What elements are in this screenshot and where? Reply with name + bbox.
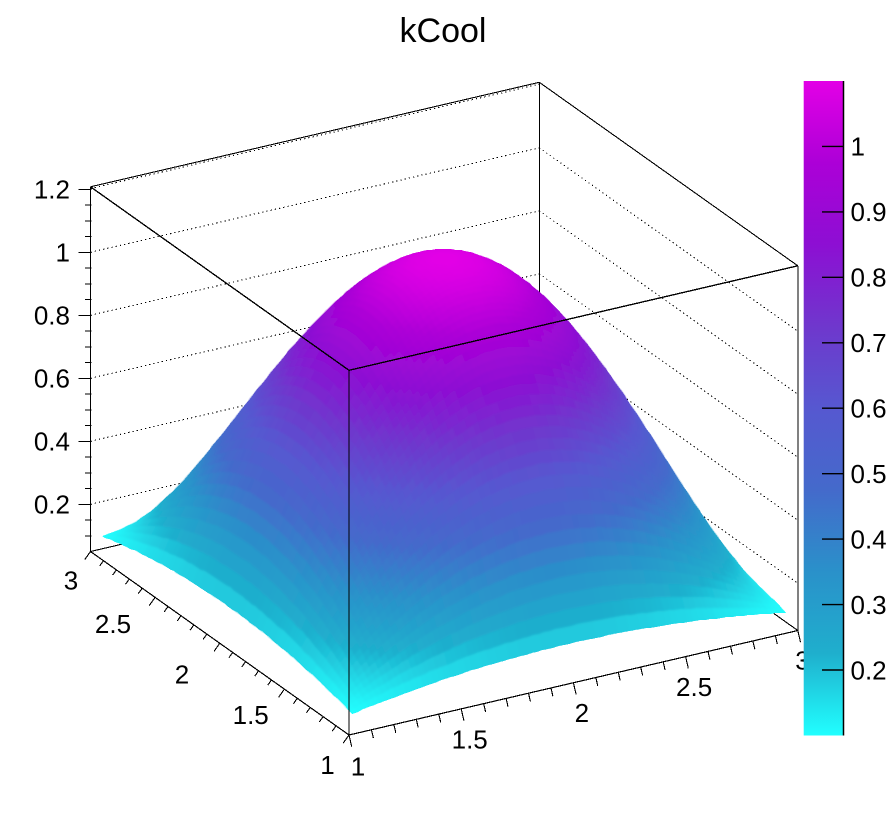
svg-text:2: 2 <box>575 698 589 728</box>
svg-text:1: 1 <box>56 238 70 268</box>
svg-text:0.6: 0.6 <box>851 394 887 424</box>
svg-text:0.8: 0.8 <box>851 263 887 293</box>
svg-text:2.5: 2.5 <box>95 609 131 639</box>
svg-text:0.3: 0.3 <box>851 590 887 620</box>
svg-text:0.4: 0.4 <box>851 524 887 554</box>
svg-text:3: 3 <box>64 565 78 595</box>
svg-text:1.5: 1.5 <box>233 700 269 730</box>
svg-text:2: 2 <box>175 659 189 689</box>
svg-text:1.2: 1.2 <box>34 175 70 205</box>
svg-text:0.4: 0.4 <box>34 427 70 457</box>
svg-text:0.5: 0.5 <box>851 459 887 489</box>
svg-text:0.6: 0.6 <box>34 364 70 394</box>
svg-text:2.5: 2.5 <box>676 672 712 702</box>
svg-text:0.8: 0.8 <box>34 301 70 331</box>
svg-text:0.2: 0.2 <box>851 655 887 685</box>
svg-text:1: 1 <box>351 751 365 781</box>
svg-text:1.5: 1.5 <box>452 724 488 754</box>
svg-text:0.9: 0.9 <box>851 197 887 227</box>
svg-text:0.2: 0.2 <box>34 490 70 520</box>
svg-text:1: 1 <box>851 132 865 162</box>
svg-text:0.7: 0.7 <box>851 328 887 358</box>
svg-text:kCool: kCool <box>400 12 487 50</box>
svg-text:1: 1 <box>320 750 334 780</box>
